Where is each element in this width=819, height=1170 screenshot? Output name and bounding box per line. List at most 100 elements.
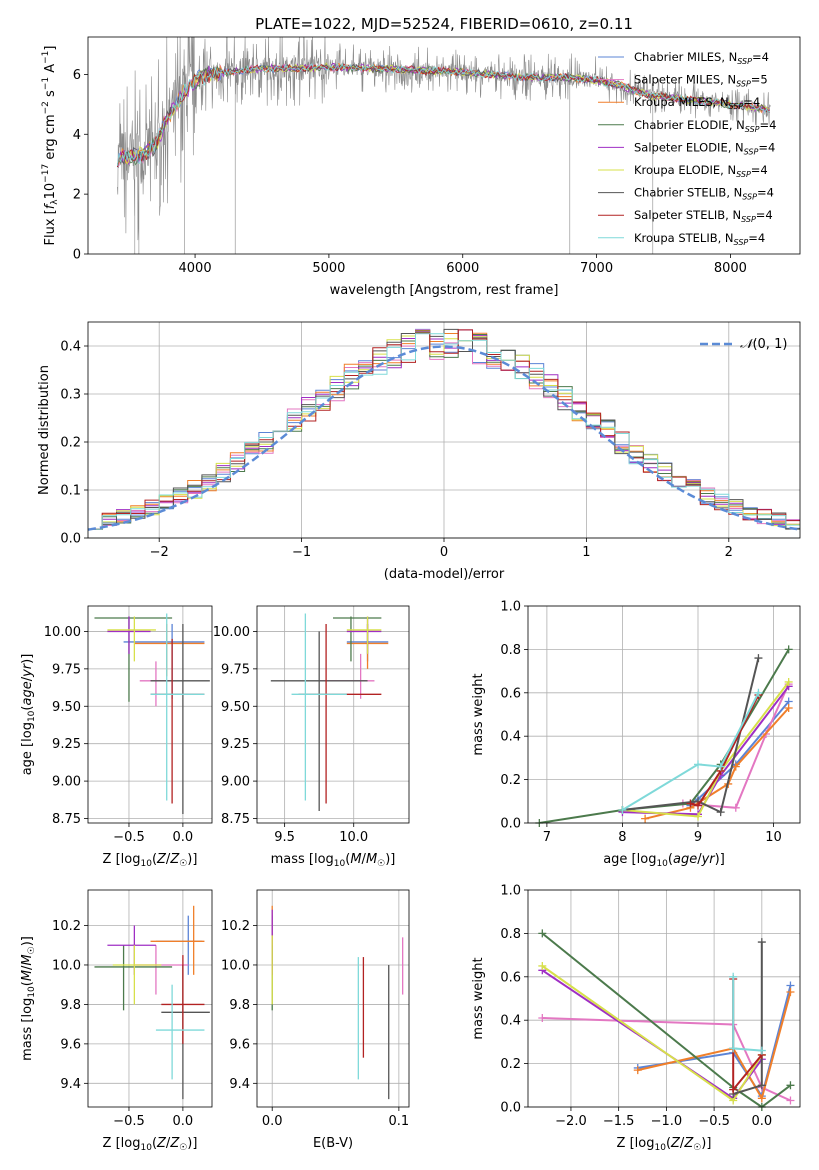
hist-kroupa-stelib bbox=[88, 333, 800, 530]
y-tick-label: 9.25 bbox=[52, 737, 81, 752]
y-tick-label: 0.6 bbox=[500, 970, 521, 985]
x-axis-label: wavelength [Angstrom, rest frame] bbox=[330, 283, 559, 298]
figure-title: PLATE=1022, MJD=52524, FIBERID=0610, z=0… bbox=[255, 15, 633, 33]
y-tick-label: 9.50 bbox=[52, 700, 81, 715]
weight-point-chabrier-stelib bbox=[716, 808, 725, 817]
axes-frame bbox=[87, 605, 213, 824]
legend-label-salpeter-elodie: Salpeter ELODIE, NSSP=4 bbox=[634, 140, 775, 156]
y-tick-label: 1.0 bbox=[500, 600, 521, 615]
y-tick-label: 9.25 bbox=[221, 737, 250, 752]
x-tick-label: 4000 bbox=[179, 261, 212, 276]
panel-mass_vs_EBV: 0.0 0.1 9.4 9.6 9.8 10.0 10.2 E(B-V) bbox=[221, 889, 410, 1151]
y-tick-label: 9.4 bbox=[60, 1077, 81, 1092]
x-tick-label: 7 bbox=[543, 830, 551, 845]
x-tick-label: 0.1 bbox=[389, 1114, 410, 1129]
x-axis-label: Z [log10(Z/Z☉)] bbox=[617, 1136, 712, 1153]
weight-point-kroupa-stelib bbox=[757, 1046, 766, 1055]
y-tick-label: 1.0 bbox=[500, 884, 521, 899]
x-tick-label: 10.0 bbox=[339, 830, 368, 845]
x-tick-label: −1.0 bbox=[651, 1114, 683, 1129]
y-tick-label: 8.75 bbox=[52, 812, 81, 827]
axes-frame bbox=[527, 889, 801, 1108]
y-tick-label: 8.75 bbox=[221, 812, 250, 827]
axes-frame bbox=[87, 889, 213, 1108]
x-tick-label: 0 bbox=[440, 545, 448, 560]
weight-point-kroupa-miles bbox=[786, 987, 795, 996]
weight-point-kroupa-miles bbox=[731, 762, 740, 771]
y-tick-label: 9.50 bbox=[221, 700, 250, 715]
y-tick-label: 9.75 bbox=[221, 662, 250, 677]
panel-age_vs_mass: 9.5 10.0 8.75 9.00 9.25 9.50 9.75 10.00 mass [lo… bbox=[213, 605, 410, 869]
weight-point-salpeter-miles bbox=[786, 1096, 795, 1105]
weight-point-kroupa-elodie bbox=[538, 961, 547, 970]
y-tick-label: 0.0 bbox=[500, 817, 521, 832]
weight-point-chabrier-stelib bbox=[757, 938, 766, 947]
x-tick-label: 5000 bbox=[312, 261, 345, 276]
y-tick-label: 0.4 bbox=[500, 1014, 521, 1029]
weight-point-kroupa-stelib bbox=[729, 972, 738, 981]
x-axis-label: age [log10(age/yr)] bbox=[603, 852, 725, 869]
y-tick-label: 9.8 bbox=[229, 998, 250, 1013]
weight-line-kroupa-stelib bbox=[621, 692, 760, 811]
y-axis-label: age [log10(age/yr)] bbox=[20, 654, 37, 776]
weight-point-kroupa-stelib bbox=[716, 762, 725, 771]
weight-point-salpeter-stelib bbox=[686, 799, 695, 808]
x-tick-label: 0.0 bbox=[262, 1114, 283, 1129]
y-axis-label: Normed distribution bbox=[37, 365, 52, 495]
weight-line-kroupa-elodie bbox=[622, 681, 790, 818]
x-tick-label: −1 bbox=[292, 545, 311, 560]
y-tick-label: 4 bbox=[73, 128, 81, 143]
y-axis-label: mass weight bbox=[471, 957, 486, 1039]
x-tick-label: −0.5 bbox=[698, 1114, 730, 1129]
y-tick-label: 9.00 bbox=[221, 775, 250, 790]
weight-point-kroupa-miles bbox=[633, 1066, 642, 1075]
y-tick-label: 0.1 bbox=[60, 484, 81, 499]
legend-normal-label: 𝒩(0, 1) bbox=[740, 337, 787, 352]
weight-line-salpeter-miles bbox=[542, 1017, 791, 1102]
spectrum-data-line bbox=[117, 37, 771, 254]
y-tick-label: 0.2 bbox=[500, 1057, 521, 1072]
x-tick-label: 9.5 bbox=[274, 830, 295, 845]
axes-frame bbox=[527, 605, 801, 824]
x-tick-label: 8 bbox=[618, 830, 626, 845]
y-tick-label: 9.8 bbox=[60, 998, 81, 1013]
weight-point-chabrier-elodie bbox=[784, 645, 793, 654]
weight-point-kroupa-miles bbox=[757, 1094, 766, 1103]
x-tick-label: −0.5 bbox=[113, 830, 145, 845]
normal-curve bbox=[87, 345, 798, 531]
legend-label-kroupa-miles: Kroupa MILES, NSSP=4 bbox=[634, 95, 760, 111]
weight-point-salpeter-stelib bbox=[729, 1085, 738, 1094]
y-tick-label: 0.2 bbox=[500, 773, 521, 788]
axes-frame bbox=[87, 36, 801, 255]
x-tick-label: −2.0 bbox=[555, 1114, 587, 1129]
panel-weight_vs_Z: −2.0 −1.5 −1.0 −0.5 0.0 0.0 0.2 0.4 0.6 0.8 1.0 Z [… bbox=[471, 884, 801, 1153]
weight-line-kroupa-miles bbox=[644, 707, 790, 820]
x-tick-label: 7000 bbox=[580, 261, 613, 276]
weight-point-kroupa-miles bbox=[641, 814, 650, 823]
legend-label-salpeter-stelib: Salpeter STELIB, NSSP=4 bbox=[634, 208, 773, 224]
panel-weight_vs_age: 7 8 9 10 0.0 0.2 0.4 0.6 0.8 1.0 age [log10(age/yr… bbox=[471, 600, 801, 869]
weight-point-salpeter-miles bbox=[538, 1014, 547, 1023]
weight-point-chabrier-elodie bbox=[786, 1081, 795, 1090]
y-tick-label: 10.00 bbox=[213, 625, 250, 640]
legend-label-chabrier-miles: Chabrier MILES, NSSP=4 bbox=[634, 50, 769, 66]
y-axis-label: mass [log10(M/M☉)] bbox=[20, 936, 37, 1061]
spectrum-model-kroupa-stelib bbox=[116, 63, 770, 166]
x-tick-label: 0.0 bbox=[173, 830, 194, 845]
axes-frame bbox=[256, 605, 410, 824]
weight-point-salpeter-stelib bbox=[694, 801, 702, 810]
weight-point-kroupa-miles bbox=[784, 703, 793, 712]
y-tick-label: 0 bbox=[73, 248, 81, 263]
weight-point-chabrier-elodie bbox=[538, 929, 547, 938]
y-axis-label: Flux [fλ10−17 erg cm−2 s−1 A−1] bbox=[41, 46, 60, 246]
y-tick-label: 9.4 bbox=[229, 1077, 250, 1092]
panel-spectrum: 4000 5000 6000 7000 8000 0 2 4 6 wavelength [Angs… bbox=[41, 36, 801, 298]
weight-point-kroupa-stelib bbox=[754, 688, 763, 697]
weight-point-chabrier-stelib bbox=[757, 1081, 766, 1090]
y-tick-label: 10.2 bbox=[221, 919, 250, 934]
legend-label-chabrier-elodie: Chabrier ELODIE, NSSP=4 bbox=[634, 118, 776, 134]
x-tick-label: 2 bbox=[725, 545, 733, 560]
x-axis-label: Z [log10(Z/Z☉)] bbox=[103, 1136, 198, 1153]
y-axis-label: mass weight bbox=[471, 673, 486, 755]
